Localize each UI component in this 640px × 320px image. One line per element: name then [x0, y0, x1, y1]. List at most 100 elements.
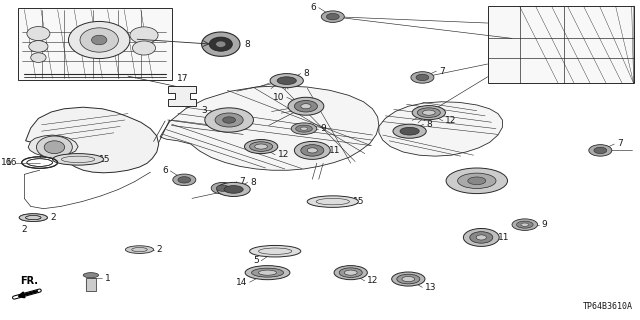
Ellipse shape — [244, 140, 278, 154]
Text: 8: 8 — [250, 178, 256, 187]
Text: 1: 1 — [105, 274, 111, 283]
Ellipse shape — [202, 32, 240, 56]
Ellipse shape — [296, 125, 312, 132]
Polygon shape — [168, 86, 196, 106]
Text: 4: 4 — [500, 176, 506, 185]
Text: 9: 9 — [321, 124, 326, 133]
Ellipse shape — [92, 35, 107, 45]
Ellipse shape — [446, 168, 508, 194]
Text: 10: 10 — [273, 93, 284, 102]
Ellipse shape — [516, 221, 533, 228]
Text: 17: 17 — [177, 74, 188, 83]
Bar — [488, 6, 634, 83]
Polygon shape — [28, 135, 78, 157]
Ellipse shape — [301, 145, 324, 156]
Ellipse shape — [589, 145, 612, 156]
Ellipse shape — [393, 124, 426, 138]
Bar — [86, 278, 96, 291]
Text: 16: 16 — [6, 158, 18, 167]
Ellipse shape — [250, 142, 273, 151]
Ellipse shape — [250, 245, 301, 257]
Ellipse shape — [36, 136, 72, 158]
Ellipse shape — [392, 272, 425, 286]
Polygon shape — [379, 102, 502, 156]
Ellipse shape — [300, 127, 308, 130]
Ellipse shape — [224, 186, 243, 193]
Ellipse shape — [339, 268, 362, 277]
Ellipse shape — [468, 177, 486, 185]
Text: 13: 13 — [425, 283, 436, 292]
Ellipse shape — [412, 106, 445, 120]
Ellipse shape — [411, 72, 434, 83]
Ellipse shape — [19, 214, 47, 221]
Ellipse shape — [270, 74, 303, 88]
Ellipse shape — [301, 104, 311, 109]
Ellipse shape — [402, 276, 415, 282]
Text: 5: 5 — [253, 256, 259, 265]
Ellipse shape — [27, 27, 50, 41]
Ellipse shape — [463, 228, 499, 246]
Text: 9: 9 — [541, 220, 547, 229]
Ellipse shape — [215, 113, 243, 127]
Ellipse shape — [209, 37, 232, 51]
Text: 2: 2 — [22, 225, 27, 234]
Text: 11: 11 — [329, 146, 340, 155]
Ellipse shape — [19, 214, 47, 221]
Text: 6: 6 — [162, 166, 168, 175]
Ellipse shape — [334, 266, 367, 280]
Ellipse shape — [68, 21, 130, 59]
Ellipse shape — [29, 41, 48, 52]
Ellipse shape — [294, 100, 317, 112]
Ellipse shape — [397, 274, 420, 284]
Ellipse shape — [216, 185, 229, 191]
Text: 12: 12 — [445, 116, 457, 125]
Ellipse shape — [44, 141, 65, 154]
Ellipse shape — [216, 41, 226, 47]
Text: 15: 15 — [99, 155, 110, 164]
Ellipse shape — [245, 266, 290, 280]
Ellipse shape — [416, 74, 429, 81]
Text: 7: 7 — [439, 67, 445, 76]
Ellipse shape — [512, 219, 538, 230]
Ellipse shape — [211, 182, 234, 194]
Ellipse shape — [521, 223, 529, 226]
Text: 7: 7 — [617, 140, 623, 148]
Text: 8: 8 — [244, 40, 250, 49]
Ellipse shape — [252, 268, 284, 277]
Polygon shape — [160, 86, 379, 170]
Bar — [18, 8, 172, 80]
Ellipse shape — [344, 270, 357, 275]
Text: 16: 16 — [1, 158, 13, 167]
Text: TP64B3610A: TP64B3610A — [582, 302, 632, 311]
Ellipse shape — [178, 177, 191, 183]
Ellipse shape — [307, 148, 317, 153]
Ellipse shape — [326, 13, 339, 20]
Text: 14: 14 — [236, 278, 247, 287]
Text: 8: 8 — [426, 120, 432, 129]
Ellipse shape — [288, 97, 324, 115]
Ellipse shape — [307, 196, 358, 207]
Text: 7: 7 — [239, 177, 245, 186]
Ellipse shape — [223, 117, 236, 123]
Text: 3: 3 — [202, 106, 207, 115]
Ellipse shape — [470, 232, 493, 243]
Ellipse shape — [173, 174, 196, 186]
Ellipse shape — [417, 108, 440, 117]
Ellipse shape — [422, 110, 435, 115]
Ellipse shape — [125, 246, 154, 253]
Ellipse shape — [277, 77, 296, 84]
Text: 6: 6 — [310, 3, 316, 12]
Ellipse shape — [130, 27, 158, 44]
Polygon shape — [26, 107, 159, 173]
Ellipse shape — [52, 154, 104, 165]
Text: FR.: FR. — [20, 276, 38, 286]
Ellipse shape — [400, 127, 419, 135]
Ellipse shape — [476, 235, 486, 240]
Ellipse shape — [205, 108, 253, 132]
Ellipse shape — [80, 28, 118, 52]
Ellipse shape — [321, 11, 344, 22]
Text: 12: 12 — [367, 276, 379, 285]
Ellipse shape — [83, 273, 99, 278]
Ellipse shape — [291, 123, 317, 134]
Text: 8: 8 — [303, 69, 309, 78]
